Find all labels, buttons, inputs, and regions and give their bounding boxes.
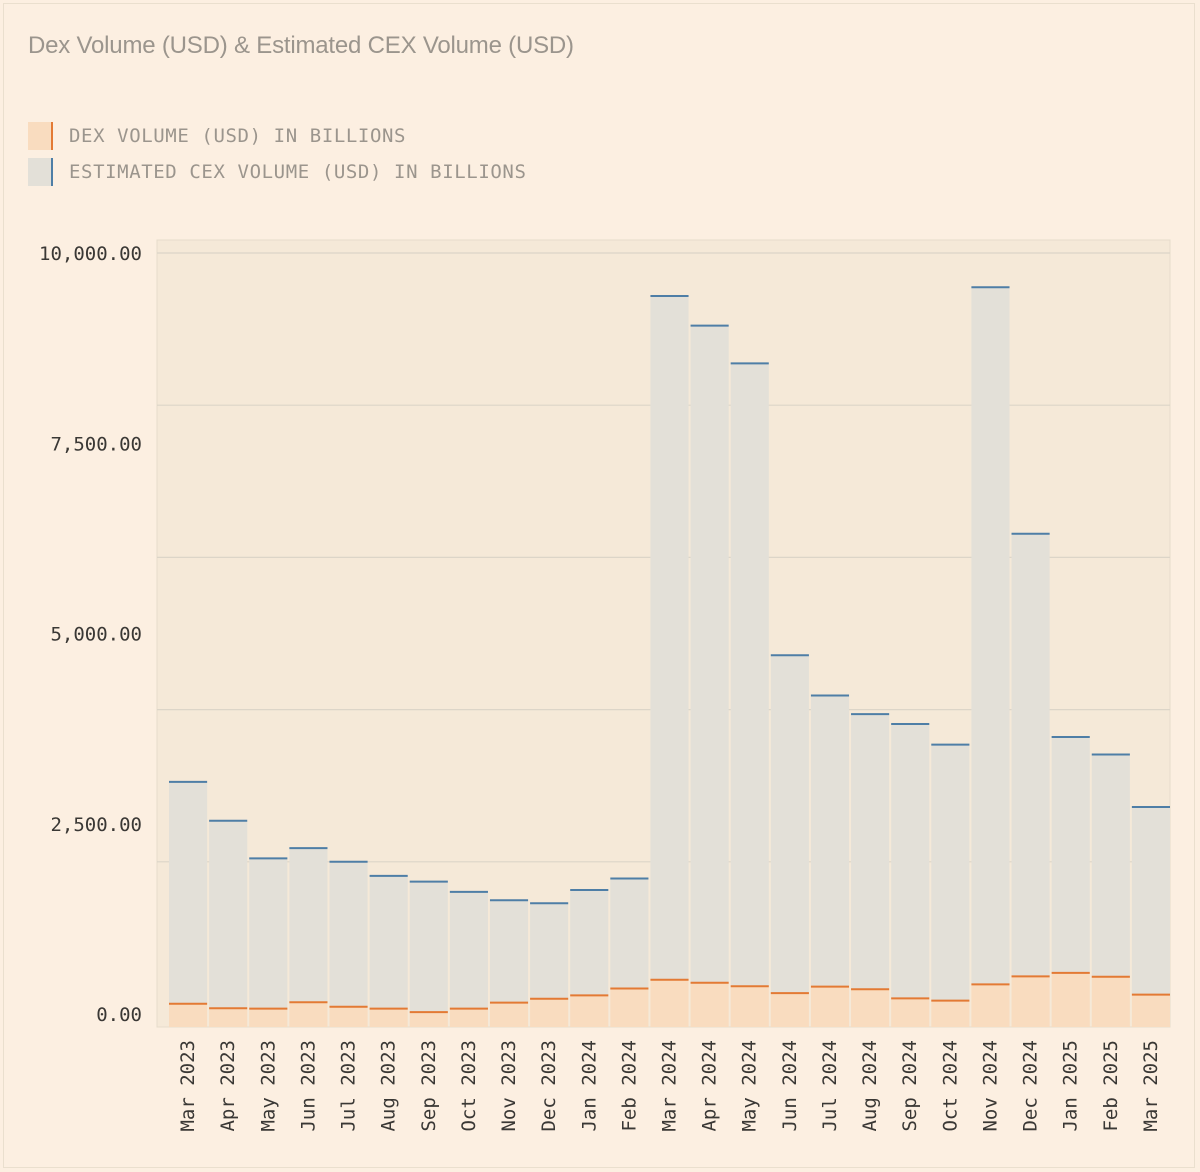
legend-item-cex: ESTIMATED CEX VOLUME (USD) IN BILLIONS: [28, 154, 526, 190]
bar-cex: [891, 724, 930, 999]
x-tick-label: Apr 2023: [217, 1040, 239, 1132]
legend: DEX VOLUME (USD) IN BILLIONS ESTIMATED C…: [28, 118, 526, 190]
bar-cex: [369, 875, 408, 1009]
x-tick-label: Mar 2023: [177, 1040, 199, 1132]
bar-dex: [770, 993, 809, 1027]
bar-dex: [891, 998, 930, 1027]
bar-cex: [931, 744, 970, 1001]
bar-dex: [209, 1008, 248, 1027]
x-tick-label: Jul 2024: [819, 1040, 841, 1132]
bar-dex: [971, 984, 1010, 1027]
bar-cex: [570, 889, 609, 996]
x-tick-label: Feb 2024: [618, 1040, 640, 1132]
legend-item-dex: DEX VOLUME (USD) IN BILLIONS: [28, 118, 526, 154]
x-tick-label: Oct 2024: [939, 1040, 961, 1132]
bar-cex: [650, 295, 689, 980]
bar-dex: [650, 979, 689, 1027]
y-tick-label: 2,500.00: [50, 814, 142, 836]
bar-dex: [1051, 972, 1090, 1027]
y-tick-label: 0.00: [96, 1004, 142, 1026]
x-tick-label: May 2023: [257, 1040, 279, 1132]
bar-cex: [209, 820, 248, 1009]
bar-cex: [730, 363, 769, 987]
bar-cex: [610, 878, 649, 989]
x-tick-label: Mar 2024: [659, 1040, 681, 1132]
y-tick-label: 7,500.00: [50, 433, 142, 455]
bar-cex: [409, 881, 448, 1013]
bar-cex: [1051, 736, 1090, 973]
bar-cex: [530, 903, 569, 999]
bar-cex: [851, 714, 890, 990]
bar-dex: [449, 1008, 488, 1027]
bar-cex: [810, 695, 850, 987]
bar-dex: [570, 995, 609, 1027]
bar-cex: [169, 781, 208, 1004]
x-tick-label: Jun 2024: [779, 1040, 801, 1132]
bar-dex: [1091, 976, 1130, 1027]
x-tick-label: Jan 2024: [578, 1040, 600, 1132]
x-tick-label: Jul 2023: [338, 1040, 360, 1132]
bar-cex: [449, 891, 488, 1009]
bar-cex: [1011, 533, 1050, 977]
bar-cex: [329, 861, 368, 1007]
bar-cex: [1131, 807, 1170, 995]
y-tick-label: 5,000.00: [50, 624, 142, 646]
bar-dex: [409, 1012, 448, 1027]
x-tick-label: Mar 2025: [1140, 1040, 1162, 1132]
x-tick-label: Apr 2024: [699, 1040, 721, 1132]
bar-dex: [329, 1006, 368, 1027]
bar-dex: [730, 986, 769, 1027]
bar-dex: [249, 1008, 288, 1027]
y-tick-label: 10,000.00: [39, 243, 142, 265]
x-tick-label: Aug 2024: [859, 1040, 881, 1132]
bar-dex: [289, 1002, 328, 1027]
bar-dex: [690, 982, 729, 1027]
bar-cex: [489, 900, 529, 1003]
bar-cex: [1091, 754, 1130, 977]
x-tick-label: Dec 2024: [1020, 1040, 1042, 1132]
legend-label-cex: ESTIMATED CEX VOLUME (USD) IN BILLIONS: [69, 161, 527, 183]
bar-dex: [530, 998, 569, 1027]
x-tick-label: Aug 2023: [378, 1040, 400, 1132]
bar-cex: [770, 655, 809, 994]
legend-swatch-dex: [28, 122, 53, 150]
legend-swatch-cex: [28, 158, 53, 186]
x-tick-label: Feb 2025: [1100, 1040, 1122, 1132]
x-tick-label: Oct 2023: [458, 1040, 480, 1132]
chart-frame: [3, 3, 1195, 1168]
bar-dex: [1011, 976, 1050, 1027]
bar-dex: [610, 988, 649, 1027]
bar-dex: [169, 1003, 208, 1027]
bar-dex: [369, 1008, 408, 1027]
x-tick-label: Sep 2023: [418, 1040, 440, 1132]
bar-cex: [690, 325, 729, 983]
x-tick-label: Jan 2025: [1060, 1040, 1082, 1132]
bar-cex: [971, 287, 1010, 985]
x-tick-label: May 2024: [739, 1040, 761, 1132]
bar-dex: [851, 989, 890, 1027]
bar-dex: [1131, 994, 1170, 1027]
bar-cex: [289, 848, 328, 1003]
x-tick-label: Sep 2024: [899, 1040, 921, 1132]
x-tick-label: Nov 2023: [498, 1040, 520, 1132]
bar-dex: [489, 1002, 529, 1027]
x-tick-label: Dec 2023: [538, 1040, 560, 1132]
chart-title: Dex Volume (USD) & Estimated CEX Volume …: [28, 32, 574, 59]
bar-dex: [810, 986, 850, 1027]
bar-dex: [931, 1000, 970, 1027]
x-tick-label: Nov 2024: [979, 1040, 1001, 1132]
legend-label-dex: DEX VOLUME (USD) IN BILLIONS: [69, 125, 407, 147]
bar-cex: [249, 858, 288, 1009]
x-tick-label: Jun 2023: [297, 1040, 319, 1132]
